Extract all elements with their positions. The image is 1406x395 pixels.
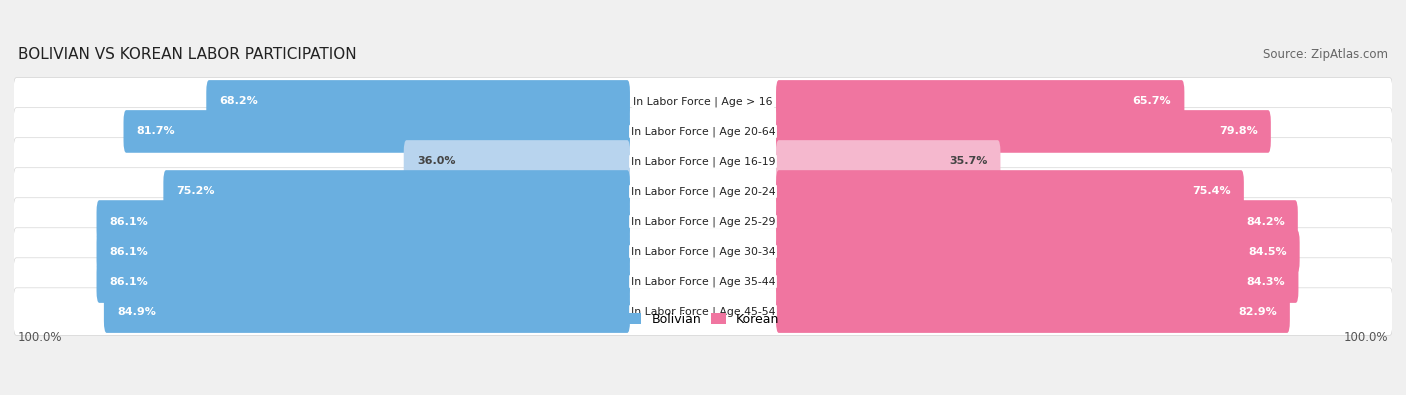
Legend: Bolivian, Korean: Bolivian, Korean [621,308,785,331]
FancyBboxPatch shape [163,170,630,213]
FancyBboxPatch shape [207,80,630,123]
FancyBboxPatch shape [14,168,1392,215]
FancyBboxPatch shape [776,170,1244,213]
Text: 75.4%: 75.4% [1192,186,1230,196]
Text: 79.8%: 79.8% [1219,126,1258,136]
Text: In Labor Force | Age 16-19: In Labor Force | Age 16-19 [631,156,775,167]
Text: 84.2%: 84.2% [1246,216,1285,226]
FancyBboxPatch shape [776,260,1298,303]
Text: BOLIVIAN VS KOREAN LABOR PARTICIPATION: BOLIVIAN VS KOREAN LABOR PARTICIPATION [17,47,356,62]
Text: In Labor Force | Age 45-54: In Labor Force | Age 45-54 [631,307,775,317]
FancyBboxPatch shape [776,230,1299,273]
FancyBboxPatch shape [14,288,1392,335]
FancyBboxPatch shape [14,108,1392,155]
FancyBboxPatch shape [14,138,1392,185]
Text: In Labor Force | Age 35-44: In Labor Force | Age 35-44 [631,276,775,287]
Text: Source: ZipAtlas.com: Source: ZipAtlas.com [1264,49,1389,61]
FancyBboxPatch shape [14,258,1392,305]
Text: 35.7%: 35.7% [949,156,987,166]
FancyBboxPatch shape [97,200,630,243]
FancyBboxPatch shape [404,140,630,183]
Text: 86.1%: 86.1% [110,276,149,286]
FancyBboxPatch shape [776,200,1298,243]
FancyBboxPatch shape [776,140,1001,183]
Text: In Labor Force | Age 25-29: In Labor Force | Age 25-29 [631,216,775,227]
FancyBboxPatch shape [14,198,1392,245]
Text: 84.5%: 84.5% [1249,246,1286,256]
Text: In Labor Force | Age > 16: In Labor Force | Age > 16 [633,96,773,107]
Text: 68.2%: 68.2% [219,96,259,106]
FancyBboxPatch shape [14,78,1392,125]
Text: In Labor Force | Age 20-64: In Labor Force | Age 20-64 [631,126,775,137]
FancyBboxPatch shape [776,110,1271,153]
FancyBboxPatch shape [776,290,1289,333]
Text: In Labor Force | Age 20-24: In Labor Force | Age 20-24 [631,186,775,197]
FancyBboxPatch shape [776,80,1184,123]
Text: 36.0%: 36.0% [416,156,456,166]
Text: 82.9%: 82.9% [1239,307,1277,316]
Text: 100.0%: 100.0% [17,331,62,344]
Text: 86.1%: 86.1% [110,216,149,226]
FancyBboxPatch shape [124,110,630,153]
Text: In Labor Force | Age 30-34: In Labor Force | Age 30-34 [631,246,775,257]
FancyBboxPatch shape [97,260,630,303]
FancyBboxPatch shape [97,230,630,273]
Text: 86.1%: 86.1% [110,246,149,256]
Text: 65.7%: 65.7% [1133,96,1171,106]
FancyBboxPatch shape [104,290,630,333]
Text: 84.9%: 84.9% [117,307,156,316]
Text: 81.7%: 81.7% [136,126,176,136]
Text: 100.0%: 100.0% [1344,331,1389,344]
FancyBboxPatch shape [14,228,1392,275]
Text: 84.3%: 84.3% [1247,276,1285,286]
Text: 75.2%: 75.2% [177,186,215,196]
